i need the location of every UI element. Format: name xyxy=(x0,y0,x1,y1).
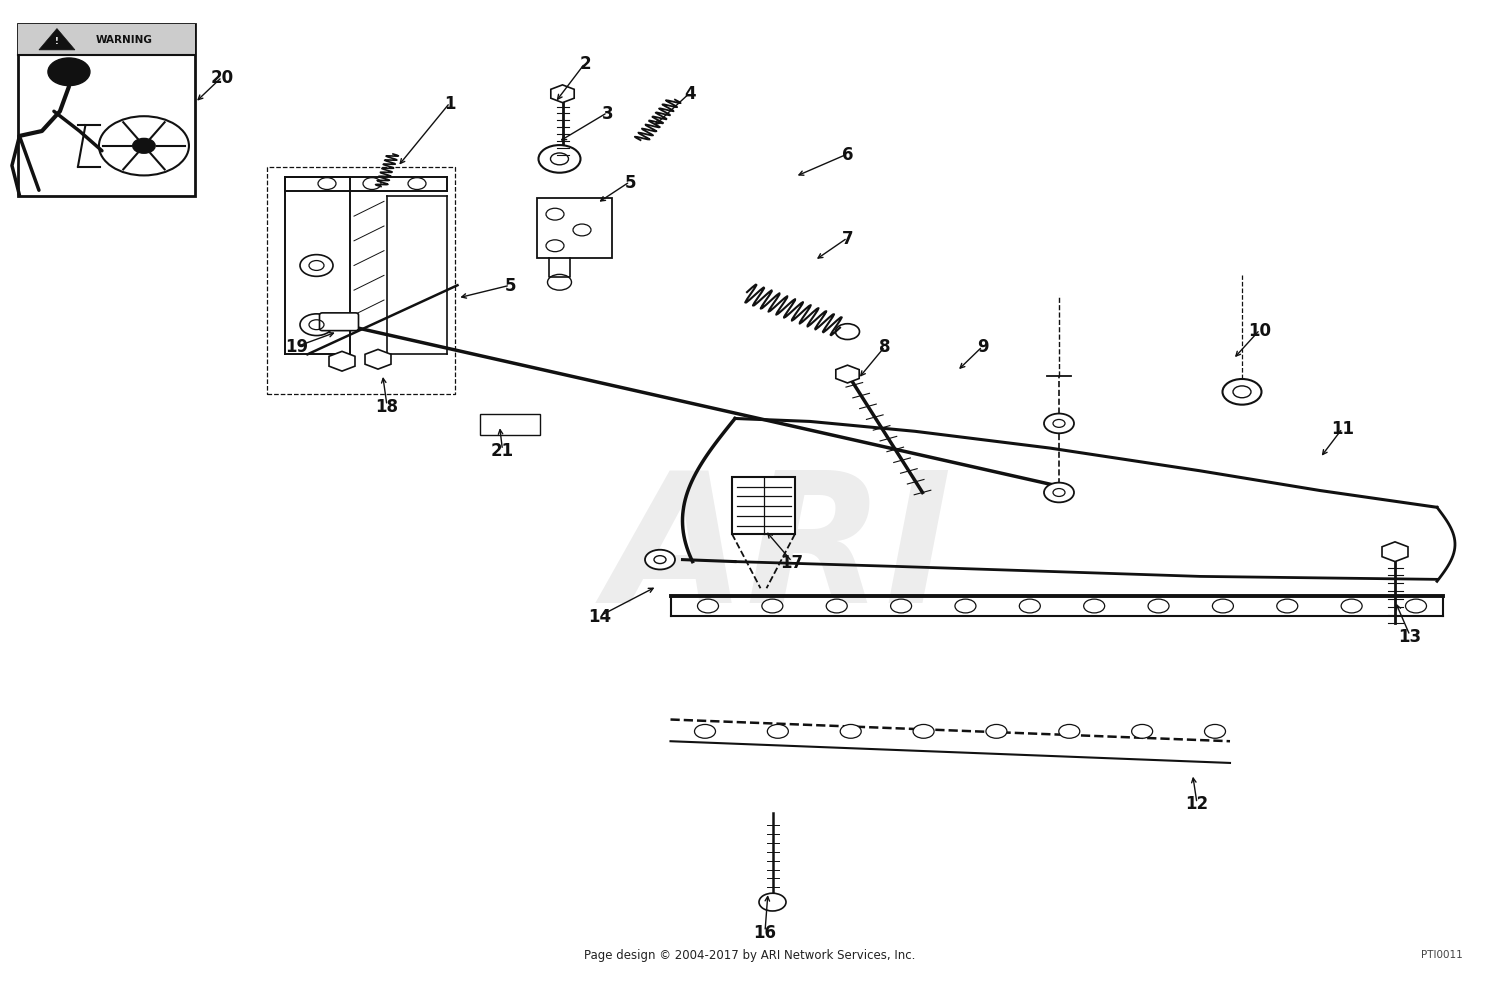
Circle shape xyxy=(694,725,715,739)
Circle shape xyxy=(1044,483,1074,503)
Text: 2: 2 xyxy=(579,55,591,73)
Circle shape xyxy=(300,315,333,336)
Text: ARI: ARI xyxy=(608,464,952,640)
Text: 10: 10 xyxy=(1248,321,1272,339)
Circle shape xyxy=(408,178,426,190)
Circle shape xyxy=(827,599,848,613)
Polygon shape xyxy=(39,30,75,51)
Circle shape xyxy=(1020,599,1041,613)
Polygon shape xyxy=(1382,542,1408,562)
Text: !: ! xyxy=(56,36,58,45)
Text: 20: 20 xyxy=(210,69,234,87)
Circle shape xyxy=(1222,380,1262,405)
Text: 14: 14 xyxy=(588,607,612,625)
Polygon shape xyxy=(364,350,392,370)
Circle shape xyxy=(1341,599,1362,613)
Circle shape xyxy=(891,599,912,613)
Circle shape xyxy=(1212,599,1233,613)
FancyBboxPatch shape xyxy=(18,25,195,55)
Text: 7: 7 xyxy=(842,230,854,247)
Text: 6: 6 xyxy=(842,146,854,164)
Text: 19: 19 xyxy=(285,338,309,356)
Polygon shape xyxy=(550,86,574,104)
Circle shape xyxy=(1406,599,1426,613)
Text: PTI0011: PTI0011 xyxy=(1420,950,1462,959)
Circle shape xyxy=(318,178,336,190)
Circle shape xyxy=(762,599,783,613)
Text: 11: 11 xyxy=(1330,420,1354,438)
Text: 3: 3 xyxy=(602,105,613,122)
Text: 12: 12 xyxy=(1185,795,1209,812)
Text: 18: 18 xyxy=(375,397,399,415)
Circle shape xyxy=(132,139,154,154)
Circle shape xyxy=(300,255,333,277)
Text: 4: 4 xyxy=(684,85,696,103)
Circle shape xyxy=(363,178,381,190)
Circle shape xyxy=(1276,599,1298,613)
Circle shape xyxy=(768,725,789,739)
Circle shape xyxy=(1044,414,1074,434)
FancyBboxPatch shape xyxy=(537,199,612,258)
Text: 17: 17 xyxy=(780,553,804,571)
Circle shape xyxy=(840,725,861,739)
Polygon shape xyxy=(328,352,356,372)
Circle shape xyxy=(1059,725,1080,739)
Circle shape xyxy=(645,550,675,570)
Circle shape xyxy=(914,725,934,739)
Circle shape xyxy=(956,599,976,613)
Polygon shape xyxy=(836,366,860,384)
Circle shape xyxy=(1148,599,1168,613)
Circle shape xyxy=(698,599,718,613)
Text: 5: 5 xyxy=(504,277,516,295)
Text: 21: 21 xyxy=(490,442,514,459)
Circle shape xyxy=(1083,599,1104,613)
Text: WARNING: WARNING xyxy=(96,35,153,45)
FancyBboxPatch shape xyxy=(18,25,195,197)
Text: 9: 9 xyxy=(976,338,988,356)
Text: 8: 8 xyxy=(879,338,891,356)
Circle shape xyxy=(573,225,591,237)
Text: 16: 16 xyxy=(753,923,777,941)
FancyBboxPatch shape xyxy=(732,477,795,534)
Text: 13: 13 xyxy=(1398,627,1422,645)
Circle shape xyxy=(546,209,564,221)
Text: 1: 1 xyxy=(444,95,456,112)
Circle shape xyxy=(1204,725,1225,739)
Circle shape xyxy=(538,146,580,174)
Circle shape xyxy=(1131,725,1152,739)
Circle shape xyxy=(546,241,564,252)
Circle shape xyxy=(986,725,1006,739)
Circle shape xyxy=(48,59,90,87)
FancyBboxPatch shape xyxy=(320,314,358,331)
Text: 5: 5 xyxy=(624,174,636,191)
FancyBboxPatch shape xyxy=(480,414,540,436)
Circle shape xyxy=(759,893,786,911)
Text: Page design © 2004-2017 by ARI Network Services, Inc.: Page design © 2004-2017 by ARI Network S… xyxy=(585,948,915,961)
